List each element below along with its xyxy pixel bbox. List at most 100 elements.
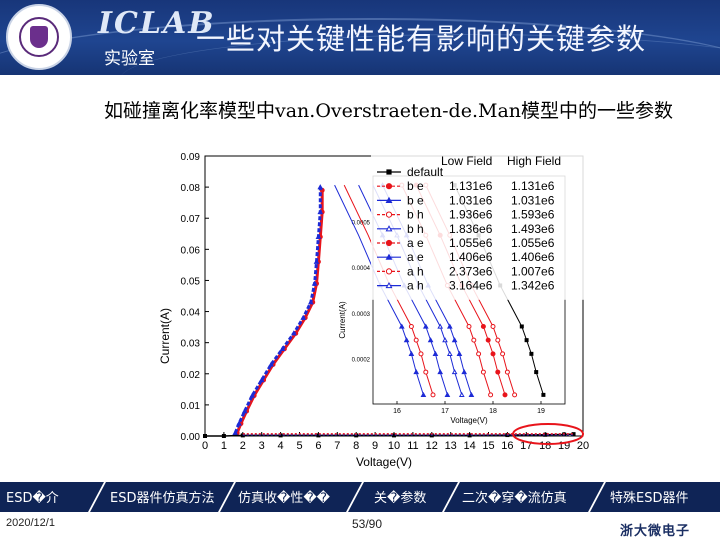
nav-item-convergence[interactable]: 仿真收�性�� [238, 491, 330, 506]
x-tick-label: 12 [426, 440, 438, 452]
x-tick-label: 9 [372, 440, 378, 452]
y-tick-label: 0.06 [181, 245, 201, 256]
legend-high-value: 1.593e6 [511, 208, 555, 222]
series-point [241, 408, 248, 414]
legend-marker-icon [385, 211, 393, 218]
x-tick-label: 8 [353, 440, 359, 452]
legend-param: a h [407, 279, 424, 293]
series-point [221, 434, 226, 438]
series-point [313, 258, 320, 264]
series-point [279, 345, 286, 351]
series-point [236, 420, 242, 426]
x-tick-label: 16 [501, 440, 513, 452]
x-tick-label: 4 [278, 440, 284, 452]
inset-curve-point [468, 391, 475, 397]
nav-item-key-params[interactable]: 关�参数 [374, 491, 427, 506]
inset-curve-point [541, 392, 546, 397]
inset-y-tick-label: 0.0004 [352, 266, 371, 272]
inset-curve-point [420, 391, 427, 397]
x-tick-label: 2 [240, 440, 246, 452]
legend-low-value: 1.406e6 [449, 250, 493, 264]
inset-curve-point [519, 324, 524, 329]
legend-entry: a h 2.373e6 1.007e6 [377, 264, 555, 278]
inset-curve-point [444, 391, 451, 397]
legend-high-value: 1.055e6 [511, 236, 555, 250]
inset-curve-point [398, 323, 405, 329]
series-point [203, 434, 207, 438]
inset-curve-point [524, 338, 529, 343]
inset-curve-point [490, 351, 496, 357]
inset-curve-point [476, 351, 482, 357]
series-point [249, 392, 256, 398]
y-tick-label: 0.01 [181, 401, 201, 412]
x-tick-label: 1 [221, 440, 227, 452]
header-wave-decoration-2 [120, 34, 720, 75]
inset-curve-point [418, 351, 424, 357]
x-tick-label: 11 [407, 440, 418, 452]
inset-curve-point [423, 369, 429, 375]
legend-marker-icon [386, 169, 392, 175]
legend-marker-icon [385, 268, 393, 275]
x-tick-label: 3 [259, 440, 265, 452]
nav-item-simulation-method[interactable]: ESD器件仿真方法 [110, 491, 215, 506]
inset-curve-point [488, 392, 494, 398]
nav-item-secondary-breakdown[interactable]: 二次�穿�流仿真 [462, 491, 567, 506]
x-tick-label: 15 [482, 440, 494, 452]
x-tick-label: 0 [202, 440, 208, 452]
legend-low-value: 1.131e6 [449, 179, 493, 193]
inset-curve-point [437, 369, 444, 375]
inset-curve-point [480, 369, 486, 375]
x-tick-label: 13 [445, 440, 457, 452]
legend-param: a e [407, 250, 424, 264]
page-number: 53/90 [352, 517, 383, 531]
inset-x-tick-label: 16 [393, 408, 401, 415]
inset-curve-point [446, 323, 453, 329]
inset-curve-point [442, 337, 448, 343]
legend-label: default [407, 165, 444, 179]
navigation-bar: ESD�介 ESD器件仿真方法 仿真收�性�� 关�参数 二次�穿�流仿真 特殊… [0, 482, 720, 512]
legend-param: b e [407, 179, 424, 193]
highlight-ellipse [512, 423, 585, 445]
inset-curve-point [456, 350, 463, 356]
inset-curve-point [437, 323, 444, 329]
y-tick-label: 0.03 [181, 339, 201, 350]
inset-curve-point [427, 337, 434, 343]
legend-entry: b e 1.031e6 1.031e6 [377, 193, 555, 207]
legend-low-value: 3.164e6 [449, 279, 493, 293]
inset-curve-point [495, 369, 501, 375]
y-tick-label: 0.05 [181, 276, 201, 287]
y-axis-label: Current(A) [158, 308, 172, 364]
legend-header-high-field: High Field [507, 154, 561, 168]
x-tick-label: 10 [388, 440, 400, 452]
legend-high-value: 1.131e6 [511, 179, 555, 193]
series-point [571, 432, 576, 437]
legend-marker-icon [385, 196, 393, 203]
inset-curve-point [529, 351, 534, 356]
x-tick-label: 5 [296, 440, 302, 452]
legend-marker-icon [385, 225, 393, 232]
inset-x-tick-label: 19 [537, 408, 545, 415]
x-tick-label: 14 [463, 440, 475, 452]
series-point [317, 208, 324, 215]
legend-entry: b e 1.131e6 1.131e6 [377, 179, 555, 193]
footer [0, 512, 720, 540]
nav-item-esd-intro[interactable]: ESD�介 [6, 491, 59, 506]
inset-curve-point [471, 337, 477, 343]
lab-name: 实验室 [104, 49, 155, 69]
nav-item-special-devices[interactable]: 特殊ESD器件 [610, 491, 689, 506]
y-tick-label: 0.08 [181, 183, 201, 194]
nav-separator [88, 482, 106, 512]
legend-low-value: 1.031e6 [449, 193, 493, 207]
legend-low-value: 1.936e6 [449, 208, 493, 222]
legend-param: a h [407, 264, 424, 278]
series-point [268, 361, 274, 367]
inset-curve-point [432, 350, 439, 356]
legend-low-value: 2.373e6 [449, 264, 493, 278]
inset-y-tick-label: 0.0005 [352, 221, 371, 227]
inset-curve-point [451, 337, 458, 343]
legend-high-value: 1.007e6 [511, 264, 555, 278]
seal-ring [19, 17, 59, 57]
y-tick-label: 0.09 [181, 152, 201, 163]
y-tick-label: 0.04 [181, 308, 201, 319]
x-tick-label: 20 [577, 440, 589, 452]
